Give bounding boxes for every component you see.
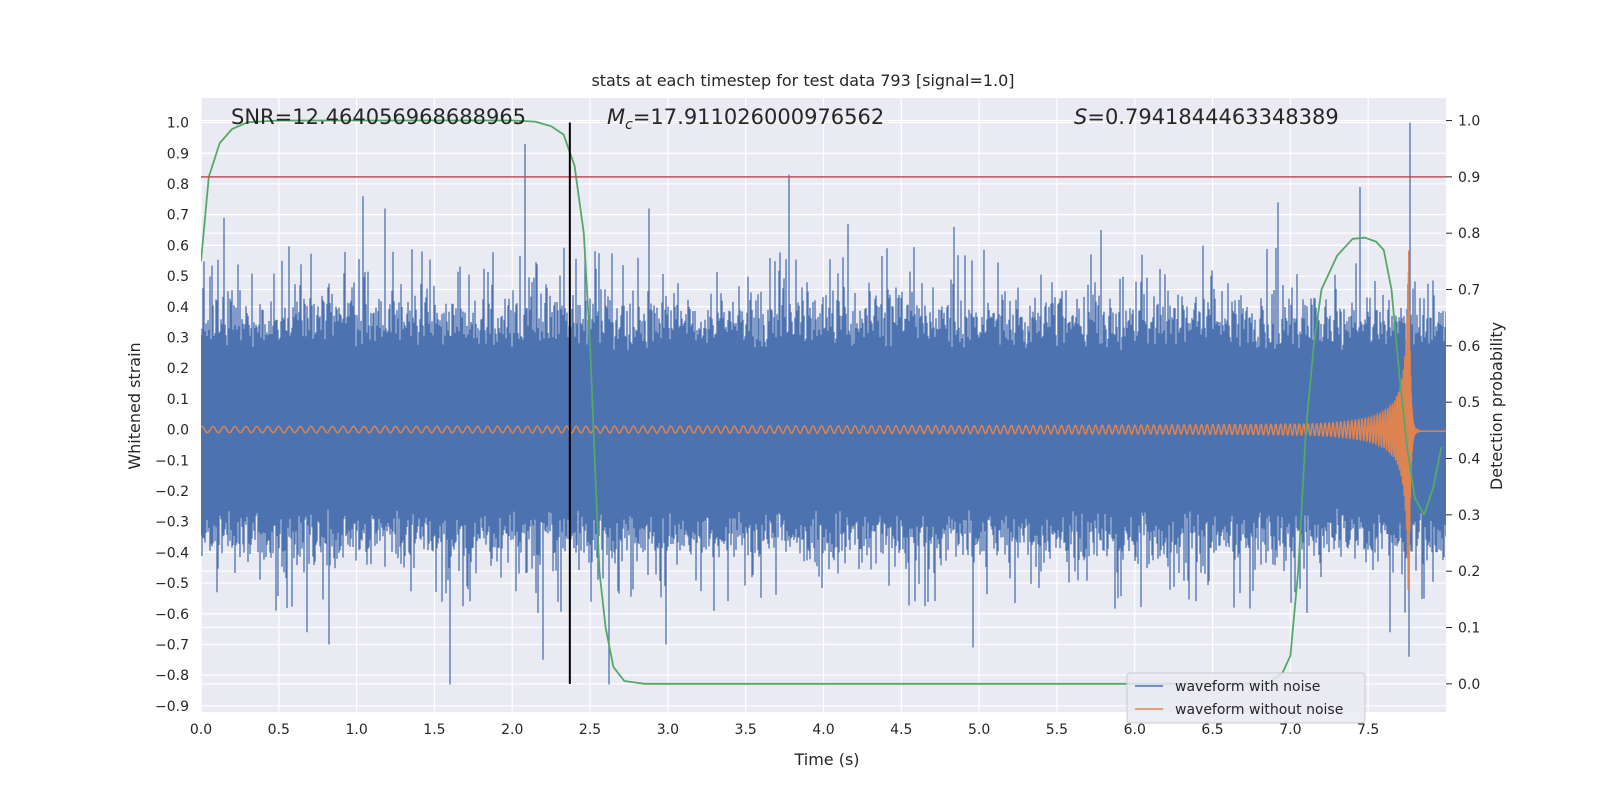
y2-tick-label: 0.6 xyxy=(1458,339,1480,355)
y-tick-label: 0.8 xyxy=(167,177,189,193)
x-tick-label: 2.0 xyxy=(501,722,523,738)
legend: waveform with noise waveform without noi… xyxy=(1126,672,1366,724)
y-tick-label: 0.9 xyxy=(167,146,189,162)
snr-annotation: SNR=12.464056968688965 xyxy=(231,105,526,129)
s-annotation: S=0.7941844463348389 xyxy=(1074,105,1339,129)
series-detection-probability xyxy=(201,119,1443,685)
y2-tick-label: 0.1 xyxy=(1458,621,1480,637)
x-tick-label: 5.5 xyxy=(1046,722,1068,738)
y-tick-label: 0.0 xyxy=(167,423,189,439)
x-tick-label: 0.0 xyxy=(190,722,212,738)
x-tick-label: 7.5 xyxy=(1357,722,1379,738)
y2-tick-label: 0.3 xyxy=(1458,508,1480,524)
chirp-mass-subscript: c xyxy=(625,117,633,133)
y2-tick-label: 1.0 xyxy=(1458,114,1480,130)
x-tick-label: 1.5 xyxy=(423,722,445,738)
y-tick-label: −0.6 xyxy=(155,607,189,623)
y-tick-label: −0.3 xyxy=(155,515,189,531)
y-tick-label: 1.0 xyxy=(167,116,189,132)
axes: 0.0 0.5 1.0 1.5 2.0 2.5 3.0 3.5 4.0 4.5 5.0 5.5 6.0 6… xyxy=(155,114,1480,738)
y-tick-label: −0.7 xyxy=(155,637,189,653)
y2-tick-label: 0.8 xyxy=(1458,226,1480,242)
legend-box xyxy=(1126,672,1366,724)
y-tick-label: −0.1 xyxy=(155,453,189,469)
y-tick-label: 0.1 xyxy=(167,392,189,408)
x-tick-label: 4.5 xyxy=(890,722,912,738)
x-tick-label: 3.0 xyxy=(657,722,679,738)
x-tick-label: 4.0 xyxy=(812,722,834,738)
x-tick-label: 7.0 xyxy=(1279,722,1301,738)
s-value: =0.7941844463348389 xyxy=(1087,105,1338,129)
y2-tick-label: 0.0 xyxy=(1458,677,1480,693)
y-tick-label: −0.9 xyxy=(155,699,189,715)
x-tick-label: 5.0 xyxy=(968,722,990,738)
y-tick-label: −0.8 xyxy=(155,668,189,684)
x-tick-label: 3.5 xyxy=(735,722,757,738)
clean-waveform-line xyxy=(201,250,1446,590)
y-tick-label: 0.3 xyxy=(167,330,189,346)
y-tick-label: 0.2 xyxy=(167,361,189,377)
reference-lines xyxy=(201,122,1446,684)
y2-tick-label: 0.4 xyxy=(1458,452,1480,468)
data-layer xyxy=(201,119,1446,685)
x-tick-label: 6.0 xyxy=(1124,722,1146,738)
noise-waveform-line xyxy=(201,122,1446,685)
y-tick-label: 0.6 xyxy=(167,238,189,254)
x-tick-label: 6.5 xyxy=(1201,722,1223,738)
y2-axis-label: Detection probability xyxy=(1487,322,1506,490)
y-tick-label: 0.5 xyxy=(167,269,189,285)
x-tick-label: 1.0 xyxy=(345,722,367,738)
x-axis-label: Time (s) xyxy=(793,750,859,769)
detection-probability-line xyxy=(201,119,1443,685)
series-waveform-with-noise xyxy=(201,122,1446,685)
chirp-mass-annotation: Mc=17.911026000976562 xyxy=(607,105,884,133)
y2-tick-label: 0.9 xyxy=(1458,170,1480,186)
y-tick-label: −0.2 xyxy=(155,484,189,500)
y2-tick-label: 0.2 xyxy=(1458,564,1480,580)
series-waveform-without-noise xyxy=(201,250,1446,590)
chirp-mass-symbol: M xyxy=(607,105,625,129)
y-axis-label: Whitened strain xyxy=(125,342,144,469)
y2-tick-label: 0.5 xyxy=(1458,395,1480,411)
s-symbol: S xyxy=(1074,105,1087,129)
x-tick-label: 0.5 xyxy=(268,722,290,738)
y-tick-label: −0.5 xyxy=(155,576,189,592)
chart-title: stats at each timestep for test data 793… xyxy=(591,71,1014,90)
x-tick-label: 2.5 xyxy=(579,722,601,738)
y-tick-label: −0.4 xyxy=(155,545,189,561)
chirp-mass-value: =17.911026000976562 xyxy=(633,105,884,129)
y-tick-label: 0.7 xyxy=(167,208,189,224)
legend-entry-noise: waveform with noise xyxy=(1175,679,1320,695)
y-tick-label: 0.4 xyxy=(167,300,189,316)
legend-entry-clean: waveform without noise xyxy=(1175,702,1343,718)
y2-tick-label: 0.7 xyxy=(1458,283,1480,299)
